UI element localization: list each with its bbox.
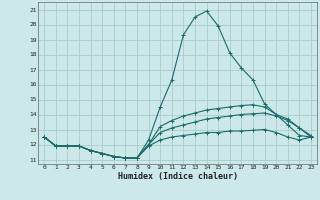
X-axis label: Humidex (Indice chaleur): Humidex (Indice chaleur): [118, 172, 238, 181]
